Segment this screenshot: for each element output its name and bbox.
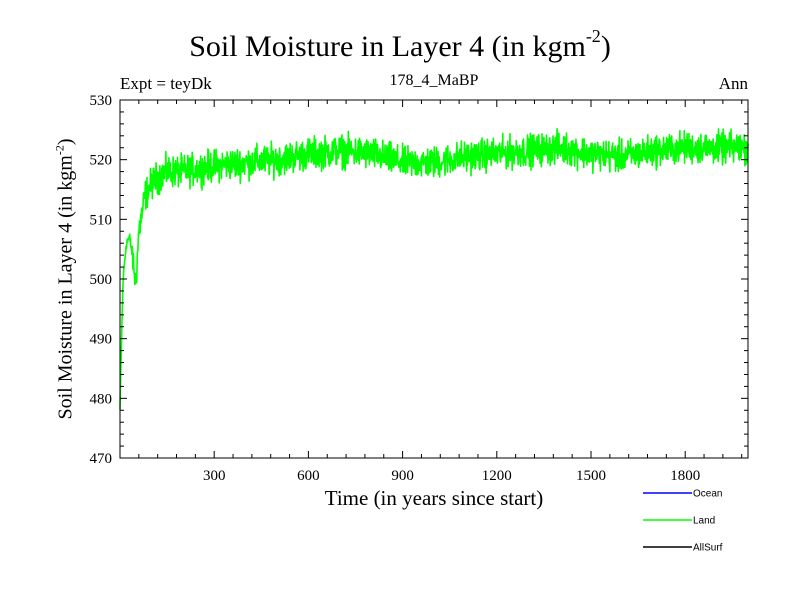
x-tick-label: 900 [391, 468, 414, 484]
x-tick-label: 1800 [670, 468, 700, 484]
x-tick-label: 600 [297, 468, 320, 484]
y-tick-label: 480 [90, 391, 113, 407]
y-tick-label: 500 [90, 272, 113, 288]
experiment-label: Expt = teyDk [120, 74, 212, 93]
y-tick-label: 490 [90, 332, 113, 348]
chart-title: Soil Moisture in Layer 4 (in kgm-2) [0, 27, 800, 64]
x-tick-label: 300 [203, 468, 226, 484]
chart-title-superscript: -2 [585, 26, 601, 46]
series-line-land [119, 127, 749, 410]
legend-label-allsurf: AllSurf [693, 543, 723, 554]
x-tick-label: 1500 [576, 468, 606, 484]
x-tick-label: 1200 [482, 468, 512, 484]
x-axis-label: Time (in years since start) [324, 486, 544, 510]
legend-label-land: Land [693, 516, 715, 527]
legend-label-ocean: Ocean [693, 489, 722, 500]
y-tick-label: 470 [90, 451, 113, 467]
season-label: Ann [718, 74, 748, 93]
y-tick-label: 510 [90, 212, 113, 228]
chart-title-suffix: ) [600, 30, 611, 63]
chart-subtitle: 178_4_MaBP [389, 72, 479, 89]
chart-title-text: Soil Moisture in Layer 4 (in kgm [189, 30, 586, 63]
y-tick-label: 520 [90, 153, 113, 169]
y-tick-label: 530 [90, 93, 113, 109]
